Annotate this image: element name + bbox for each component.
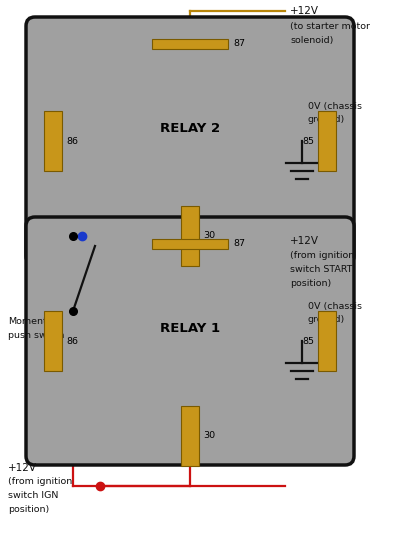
Bar [152,39,228,49]
Text: ground): ground) [308,315,345,325]
Text: ground): ground) [308,115,345,124]
Bar [318,311,336,371]
Text: push switch: push switch [8,331,64,340]
Text: 0V (chassis: 0V (chassis [308,102,362,110]
Text: 85: 85 [302,337,314,346]
Text: RELAY 2: RELAY 2 [160,122,220,135]
Text: 0V (chassis: 0V (chassis [308,301,362,311]
Text: switch START: switch START [290,265,353,274]
Text: Momentary: Momentary [8,316,62,326]
Bar [318,111,336,171]
Text: switch IGN: switch IGN [8,492,59,500]
Text: (from ignition: (from ignition [8,478,72,486]
Text: 85: 85 [302,136,314,146]
Text: position): position) [8,505,49,514]
Text: 86: 86 [66,136,78,146]
Text: 87: 87 [233,240,245,248]
Bar [181,406,199,466]
Text: +12V: +12V [290,6,319,16]
Text: 87: 87 [233,39,245,49]
FancyBboxPatch shape [26,217,354,465]
Text: RELAY 1: RELAY 1 [160,322,220,335]
Text: 86: 86 [66,337,78,346]
Text: +12V: +12V [290,236,319,246]
Text: 30: 30 [203,232,215,241]
Text: solenoid): solenoid) [290,36,334,44]
Text: position): position) [290,279,331,287]
Bar [181,206,199,266]
Text: (to starter motor: (to starter motor [290,22,370,30]
Bar [44,111,62,171]
Text: +12V: +12V [8,463,37,473]
Text: 30: 30 [203,432,215,440]
Bar [44,311,62,371]
FancyBboxPatch shape [26,17,354,265]
Text: (from ignition: (from ignition [290,250,354,260]
Bar [152,239,228,249]
